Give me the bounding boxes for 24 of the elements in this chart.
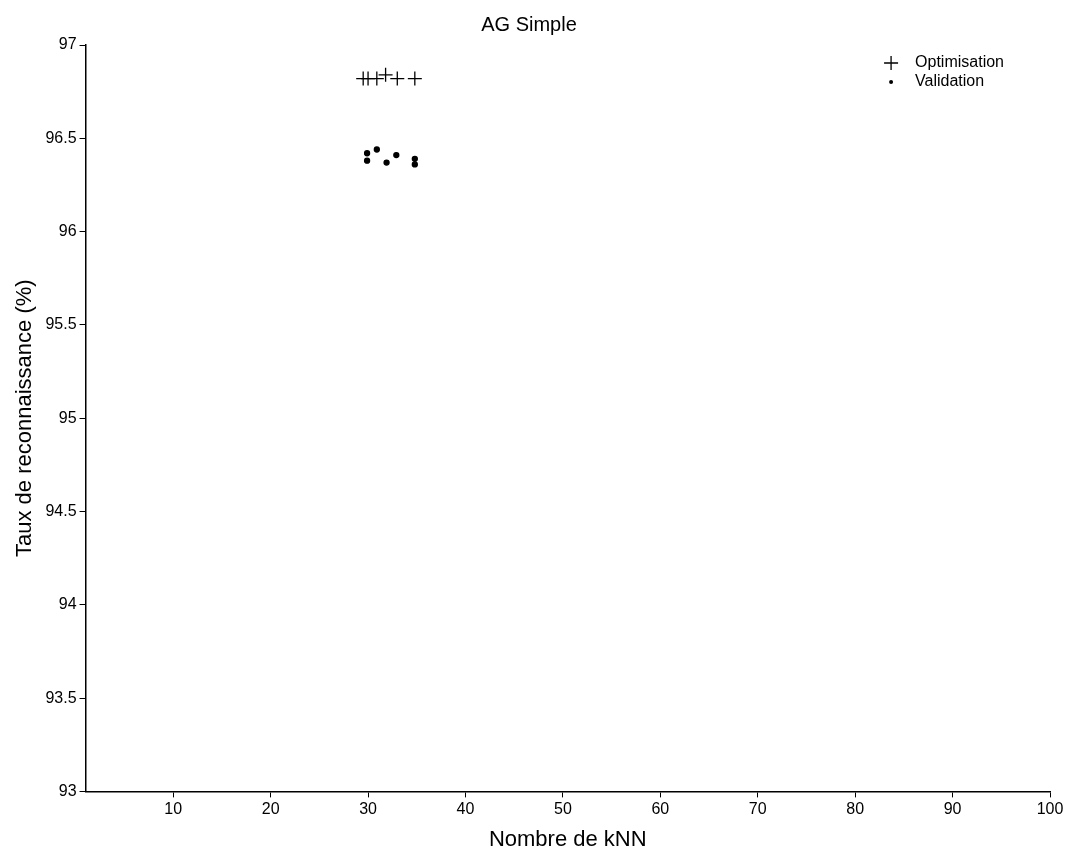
y-tick-label: 95.5 — [45, 315, 77, 333]
chart-title: AG Simple — [481, 12, 577, 35]
x-tick-label: 90 — [943, 800, 962, 818]
y-tick-label: 95 — [58, 408, 77, 426]
y-tick-label: 96 — [58, 222, 77, 240]
x-tick-label: 100 — [1036, 800, 1064, 818]
x-tick-label: 10 — [164, 800, 183, 818]
y-tick-label: 97 — [58, 35, 77, 53]
y-tick-label: 94 — [58, 595, 77, 613]
x-tick-label: 40 — [456, 800, 475, 818]
text: Validation — [915, 72, 985, 90]
x-axis-title: Nombre de kNN — [488, 825, 647, 851]
x-tick-label: 20 — [261, 800, 280, 818]
y-tick-label: 94.5 — [45, 501, 77, 519]
y-axis-title: Taux de reconnaissance (%) — [11, 279, 37, 557]
x-tick-label: 50 — [554, 800, 572, 818]
y-tick-label: 93 — [58, 781, 77, 799]
x-tick-label: 30 — [359, 800, 378, 818]
y-tick-label: 93.5 — [45, 688, 77, 706]
x-tick-label: 70 — [748, 800, 767, 818]
x-tick-label: 60 — [651, 800, 670, 818]
x-tick-label: 80 — [846, 800, 865, 818]
y-tick-label: 96.5 — [45, 128, 77, 146]
legend-label: Optimisation — [915, 53, 1004, 71]
